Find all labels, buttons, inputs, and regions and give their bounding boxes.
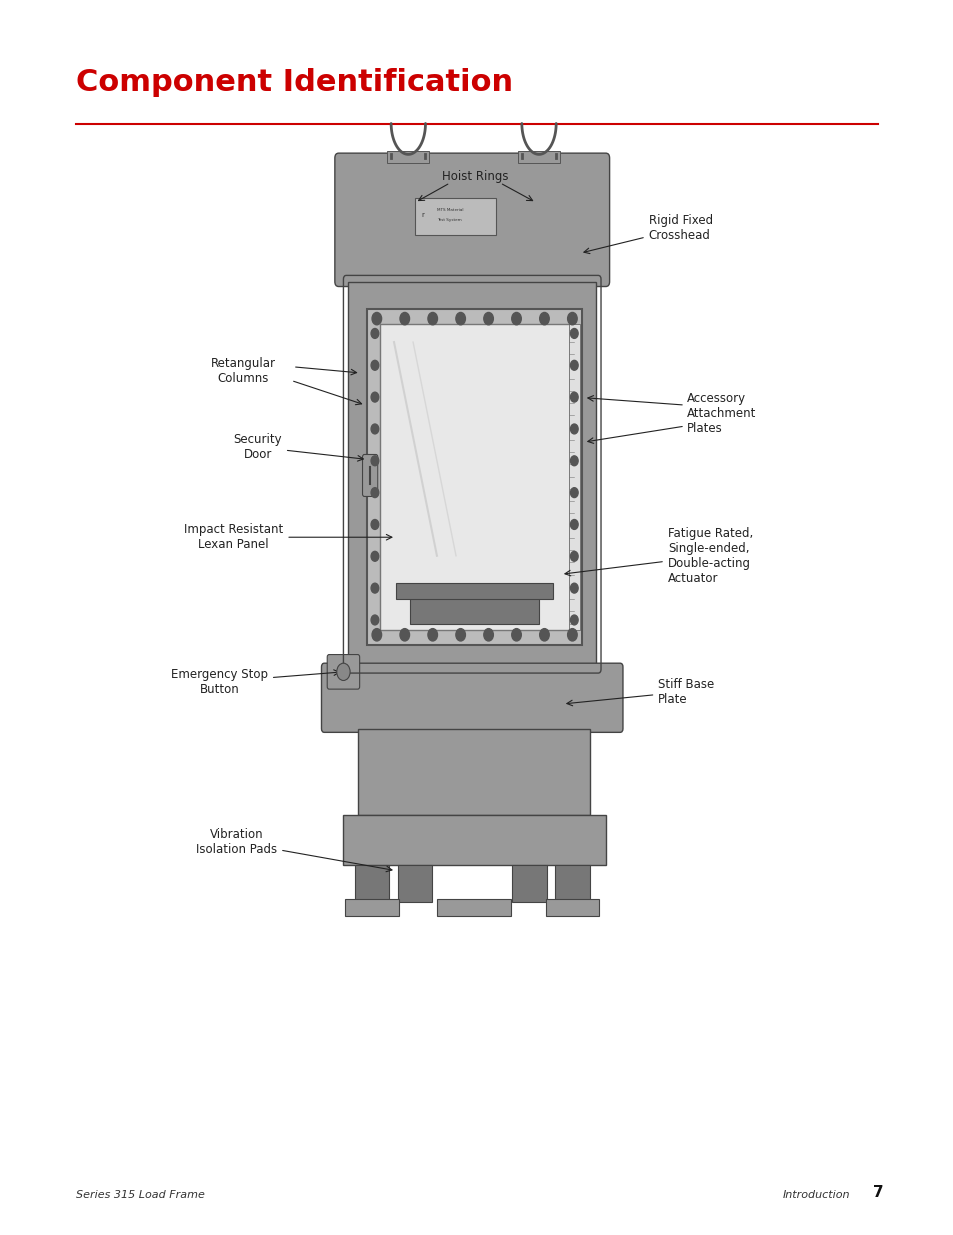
Circle shape xyxy=(511,312,520,325)
Circle shape xyxy=(567,312,577,325)
FancyBboxPatch shape xyxy=(410,593,538,624)
Text: r: r xyxy=(421,212,424,217)
Circle shape xyxy=(371,488,378,498)
FancyBboxPatch shape xyxy=(379,324,570,630)
Circle shape xyxy=(570,551,578,561)
Text: 7: 7 xyxy=(872,1186,882,1200)
Circle shape xyxy=(456,312,465,325)
FancyBboxPatch shape xyxy=(348,282,596,667)
Text: Fatigue Rated,
Single-ended,
Double-acting
Actuator: Fatigue Rated, Single-ended, Double-acti… xyxy=(564,527,752,584)
Circle shape xyxy=(570,488,578,498)
Circle shape xyxy=(570,456,578,466)
FancyBboxPatch shape xyxy=(343,815,605,864)
FancyBboxPatch shape xyxy=(397,864,432,902)
Text: Accessory
Attachment
Plates: Accessory Attachment Plates xyxy=(686,393,756,435)
Text: Test System: Test System xyxy=(436,217,461,222)
FancyBboxPatch shape xyxy=(395,583,553,599)
Text: Retangular
Columns: Retangular Columns xyxy=(211,357,275,384)
Text: Vibration
Isolation Pads: Vibration Isolation Pads xyxy=(195,829,392,872)
FancyBboxPatch shape xyxy=(545,899,598,916)
Text: MTS Material: MTS Material xyxy=(436,207,463,212)
Text: Introduction: Introduction xyxy=(781,1191,849,1200)
Text: Emergency Stop
Button: Emergency Stop Button xyxy=(171,668,339,695)
Circle shape xyxy=(570,393,578,403)
Circle shape xyxy=(511,629,520,641)
Circle shape xyxy=(483,629,493,641)
Text: Impact Resistant
Lexan Panel: Impact Resistant Lexan Panel xyxy=(184,524,392,551)
Circle shape xyxy=(371,551,378,561)
Circle shape xyxy=(570,520,578,530)
Circle shape xyxy=(570,424,578,433)
Circle shape xyxy=(570,361,578,370)
Text: Component Identification: Component Identification xyxy=(76,68,513,96)
FancyBboxPatch shape xyxy=(555,864,589,902)
Circle shape xyxy=(483,312,493,325)
FancyBboxPatch shape xyxy=(517,151,559,163)
Circle shape xyxy=(570,329,578,338)
Circle shape xyxy=(371,393,378,403)
Text: Rigid Fixed
Crosshead: Rigid Fixed Crosshead xyxy=(583,215,712,253)
FancyBboxPatch shape xyxy=(327,655,359,689)
Circle shape xyxy=(428,629,437,641)
FancyBboxPatch shape xyxy=(387,151,429,163)
Text: Series 315 Load Frame: Series 315 Load Frame xyxy=(76,1191,205,1200)
Text: Stiff Base
Plate: Stiff Base Plate xyxy=(566,678,714,705)
Circle shape xyxy=(570,615,578,625)
Circle shape xyxy=(371,329,378,338)
FancyBboxPatch shape xyxy=(345,899,398,916)
Circle shape xyxy=(539,629,549,641)
Circle shape xyxy=(428,312,437,325)
Text: Security
Door: Security Door xyxy=(233,433,363,461)
FancyBboxPatch shape xyxy=(367,309,581,645)
Circle shape xyxy=(456,629,465,641)
FancyBboxPatch shape xyxy=(335,153,609,287)
Circle shape xyxy=(399,312,409,325)
FancyBboxPatch shape xyxy=(357,729,589,815)
FancyBboxPatch shape xyxy=(568,324,579,630)
FancyBboxPatch shape xyxy=(415,198,496,235)
FancyBboxPatch shape xyxy=(362,454,377,496)
Circle shape xyxy=(570,583,578,593)
FancyBboxPatch shape xyxy=(355,864,389,902)
FancyBboxPatch shape xyxy=(512,864,546,902)
Text: Hoist Rings: Hoist Rings xyxy=(441,170,508,183)
Circle shape xyxy=(372,629,381,641)
Circle shape xyxy=(399,629,409,641)
Circle shape xyxy=(371,520,378,530)
Circle shape xyxy=(539,312,549,325)
Circle shape xyxy=(371,361,378,370)
Circle shape xyxy=(336,663,350,680)
FancyBboxPatch shape xyxy=(321,663,622,732)
FancyBboxPatch shape xyxy=(436,899,511,916)
Circle shape xyxy=(371,424,378,433)
Circle shape xyxy=(372,312,381,325)
Circle shape xyxy=(567,629,577,641)
Circle shape xyxy=(371,583,378,593)
Circle shape xyxy=(371,456,378,466)
Circle shape xyxy=(371,615,378,625)
